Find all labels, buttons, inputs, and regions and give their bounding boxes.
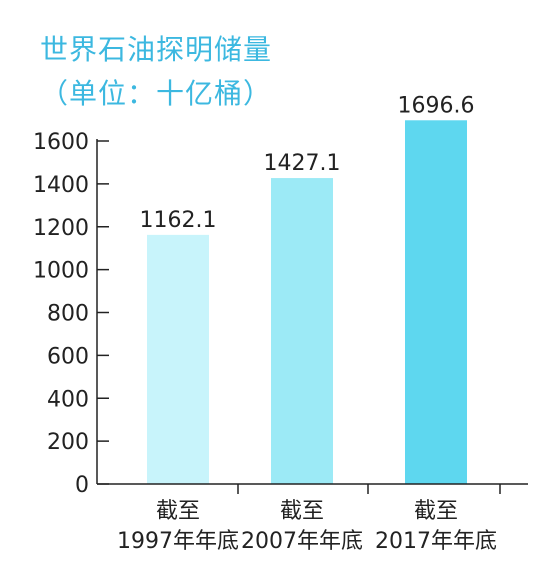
chart-title: 世界石油探明储量 <box>40 33 273 66</box>
chart-subtitle: （单位：十亿桶） <box>40 77 273 110</box>
y-tick-label-4: 800 <box>47 302 89 327</box>
y-tick-label-0: 0 <box>75 473 89 498</box>
data-label-0: 1162.1 <box>140 208 217 233</box>
x-category-label-0-line-1: 1997年年底 <box>117 529 239 554</box>
data-label-1: 1427.1 <box>264 151 341 176</box>
bar-1 <box>271 178 333 485</box>
y-tick-label-8: 1600 <box>33 130 89 155</box>
y-tick-label-3: 600 <box>47 344 89 369</box>
bar-2 <box>405 120 467 484</box>
y-tick-label-5: 1000 <box>33 259 89 284</box>
x-category-label-0-line-0: 截至 <box>156 499 200 524</box>
x-category-label-2-line-0: 截至 <box>414 499 458 524</box>
y-tick-label-6: 1200 <box>33 216 89 241</box>
y-tick-label-7: 1400 <box>33 173 89 198</box>
bar-0 <box>147 234 209 484</box>
x-category-label-1-line-1: 2007年年底 <box>241 529 363 554</box>
y-tick-label-1: 200 <box>47 430 89 455</box>
x-category-label-2-line-1: 2017年年底 <box>375 529 497 554</box>
data-label-2: 1696.6 <box>398 93 475 118</box>
y-tick-label-2: 400 <box>47 387 89 412</box>
x-category-label-1-line-0: 截至 <box>280 499 324 524</box>
